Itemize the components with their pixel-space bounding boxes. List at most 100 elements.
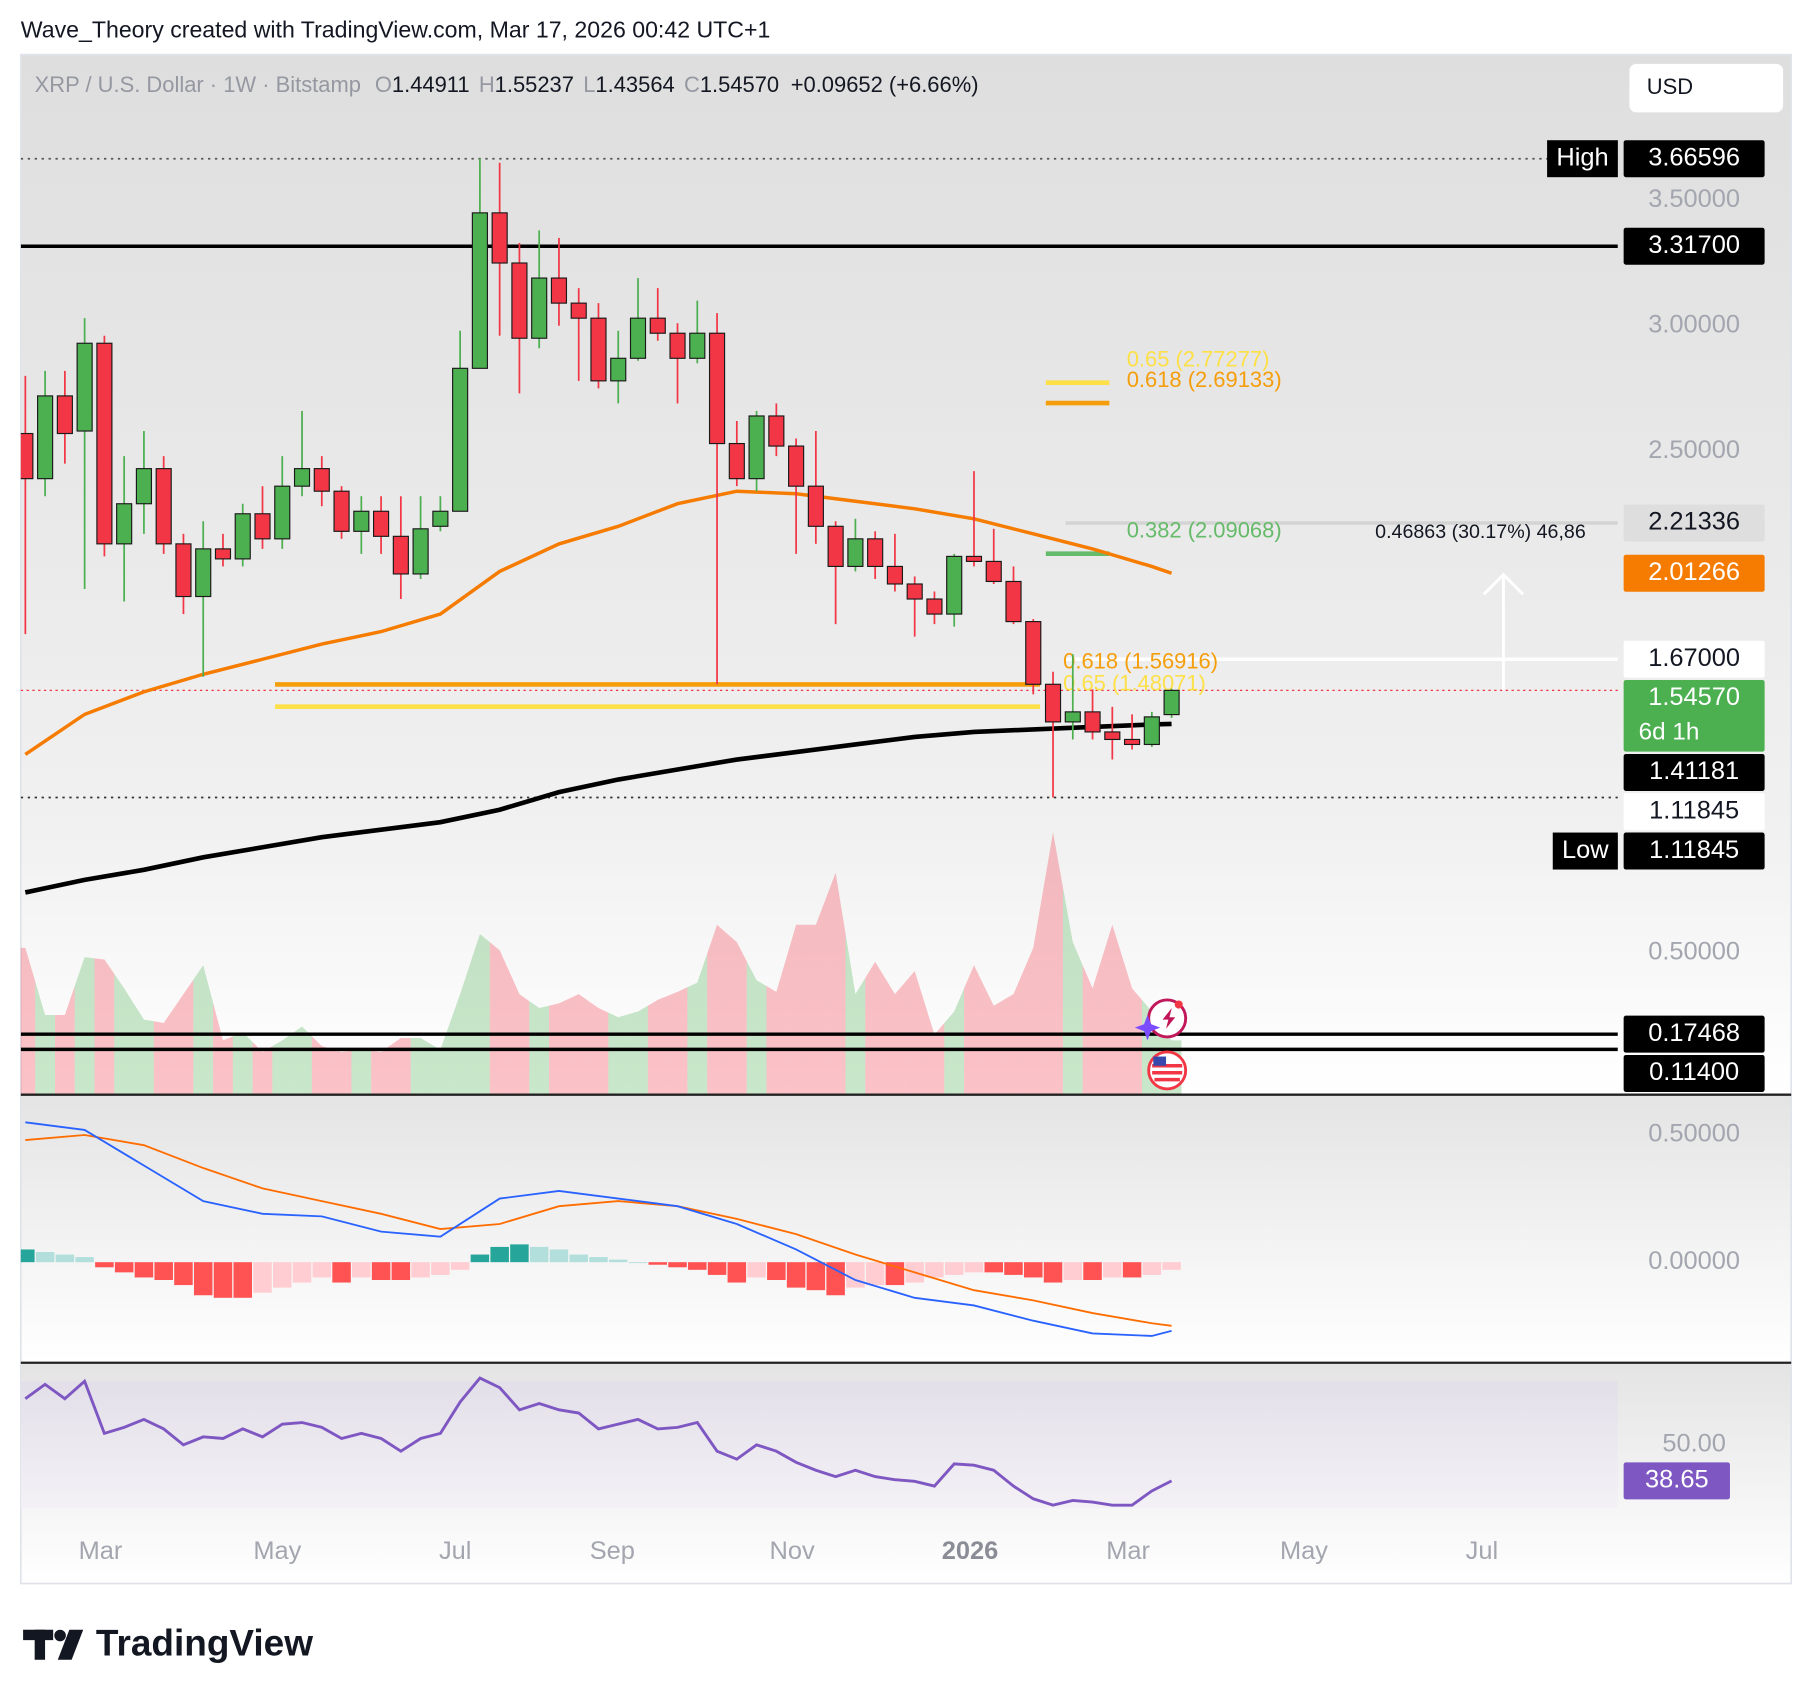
y-tick-label: 3.50000 (1648, 185, 1740, 213)
brand-name: TradingView (96, 1623, 313, 1664)
event-glyph (1162, 1008, 1176, 1029)
volume-area (944, 988, 965, 1094)
volume-area (173, 979, 194, 1094)
volume-area (35, 981, 55, 1094)
candle-body (649, 317, 666, 334)
macd-histogram-bar (332, 1262, 351, 1283)
y-tick-label: 3.00000 (1648, 310, 1740, 338)
fib-label: 0.65 (1.48071) (1063, 671, 1206, 696)
macd-histogram-bar (1043, 1262, 1063, 1283)
candle-body (610, 357, 627, 382)
currency-button[interactable]: USD (1629, 63, 1784, 113)
candle-body (96, 342, 113, 545)
candle-body (550, 277, 568, 304)
volume-area (786, 924, 806, 1094)
volume-area (549, 998, 569, 1094)
fib-label: 0.382 (2.09068) (1127, 518, 1282, 543)
candle-body (313, 468, 330, 492)
volume-area (825, 872, 846, 1094)
candle-body (511, 262, 528, 339)
candle-body (37, 395, 54, 480)
rsi-label-box (1623, 1462, 1730, 1500)
price-label: 3.66596 (1648, 143, 1740, 171)
indicator-layer (20, 1121, 1618, 1509)
macd-histogram-bar (114, 1262, 134, 1273)
price-label-box (1623, 753, 1765, 791)
candle-body (827, 525, 844, 568)
macd-histogram-bar (431, 1262, 450, 1275)
candle-body (135, 468, 153, 505)
macd-histogram-bar (213, 1262, 233, 1298)
currency-button-bg[interactable] (1629, 63, 1784, 113)
macd-histogram-bar (608, 1259, 628, 1263)
macd-histogram-bar (20, 1249, 35, 1263)
price-label-box (1623, 640, 1765, 678)
volume-area (1062, 887, 1083, 1094)
macd-histogram-bar (292, 1262, 312, 1283)
symbol-legend: XRP / U.S. Dollar · 1W · Bitstamp O1.4491… (35, 72, 979, 97)
price-label: 1.11845 (1649, 836, 1739, 864)
price-label-box (1623, 832, 1765, 870)
price-label-box (1623, 504, 1765, 542)
chart-frame (19, 53, 1793, 1585)
candle-body (1163, 689, 1180, 716)
macd-histogram-bar (727, 1262, 747, 1283)
event-icons (1134, 998, 1188, 1091)
macd-histogram-bar (75, 1257, 94, 1263)
macd-histogram-bar (826, 1262, 845, 1296)
macd-histogram-bar (628, 1262, 648, 1264)
macd-histogram-bar (490, 1246, 509, 1263)
moving-average (24, 721, 1172, 895)
ohlc-value: 1.54570 (700, 72, 779, 97)
candle-body (1064, 711, 1081, 723)
candle-body (946, 555, 963, 615)
ohlc-key: C (684, 72, 700, 97)
countdown: 6d 1h (1639, 719, 1700, 746)
macd-histogram-bar (569, 1254, 588, 1263)
candle-body (254, 513, 271, 540)
currency-label[interactable]: USD (1647, 74, 1693, 99)
volume-area (766, 958, 787, 1094)
volume-area (726, 933, 747, 1094)
level-tag: High (1556, 143, 1608, 171)
level-tag-box (1552, 832, 1618, 870)
price-label-box (1623, 1054, 1765, 1092)
y-tick-label: 0.50000 (1648, 937, 1740, 965)
price-label: 2.21336 (1648, 508, 1740, 536)
ohlc-value: 1.55237 (495, 72, 574, 97)
brand-logo (23, 1629, 84, 1660)
volume-area (608, 1012, 629, 1094)
x-tick-label: Jul (1466, 1537, 1498, 1565)
macd-histogram-bar (1024, 1262, 1043, 1278)
candle-body (906, 583, 923, 600)
candle-body (1104, 731, 1121, 741)
macd-tick-label: 0.00000 (1648, 1247, 1740, 1275)
price-label: 2.01266 (1648, 558, 1740, 586)
candle-body (452, 367, 469, 512)
macd-histogram-bar (510, 1244, 529, 1263)
macd-histogram-bar (925, 1262, 944, 1278)
volume-area (845, 933, 866, 1094)
macd-histogram-bar (450, 1262, 470, 1270)
candle-body (1044, 683, 1062, 723)
volume-area (489, 942, 510, 1094)
ohlc-value: 1.44911 (392, 72, 470, 97)
volume-area (568, 994, 589, 1094)
level-tag: Low (1562, 836, 1609, 864)
candle-body (471, 212, 488, 369)
volume-area (687, 953, 708, 1094)
volume-area (865, 961, 886, 1094)
volume-area (529, 1001, 550, 1094)
volume-area (805, 898, 826, 1094)
candle-body (234, 513, 251, 560)
volume-area (74, 957, 95, 1094)
volume-area (667, 987, 688, 1094)
macd-histogram-bar (549, 1249, 569, 1263)
volume-area (410, 1038, 431, 1094)
flag-canton (1153, 1056, 1167, 1066)
macd-histogram-bar (846, 1262, 865, 1288)
volume-area (647, 995, 668, 1094)
ohlc-key: L (583, 72, 595, 97)
candle-body (20, 432, 34, 480)
